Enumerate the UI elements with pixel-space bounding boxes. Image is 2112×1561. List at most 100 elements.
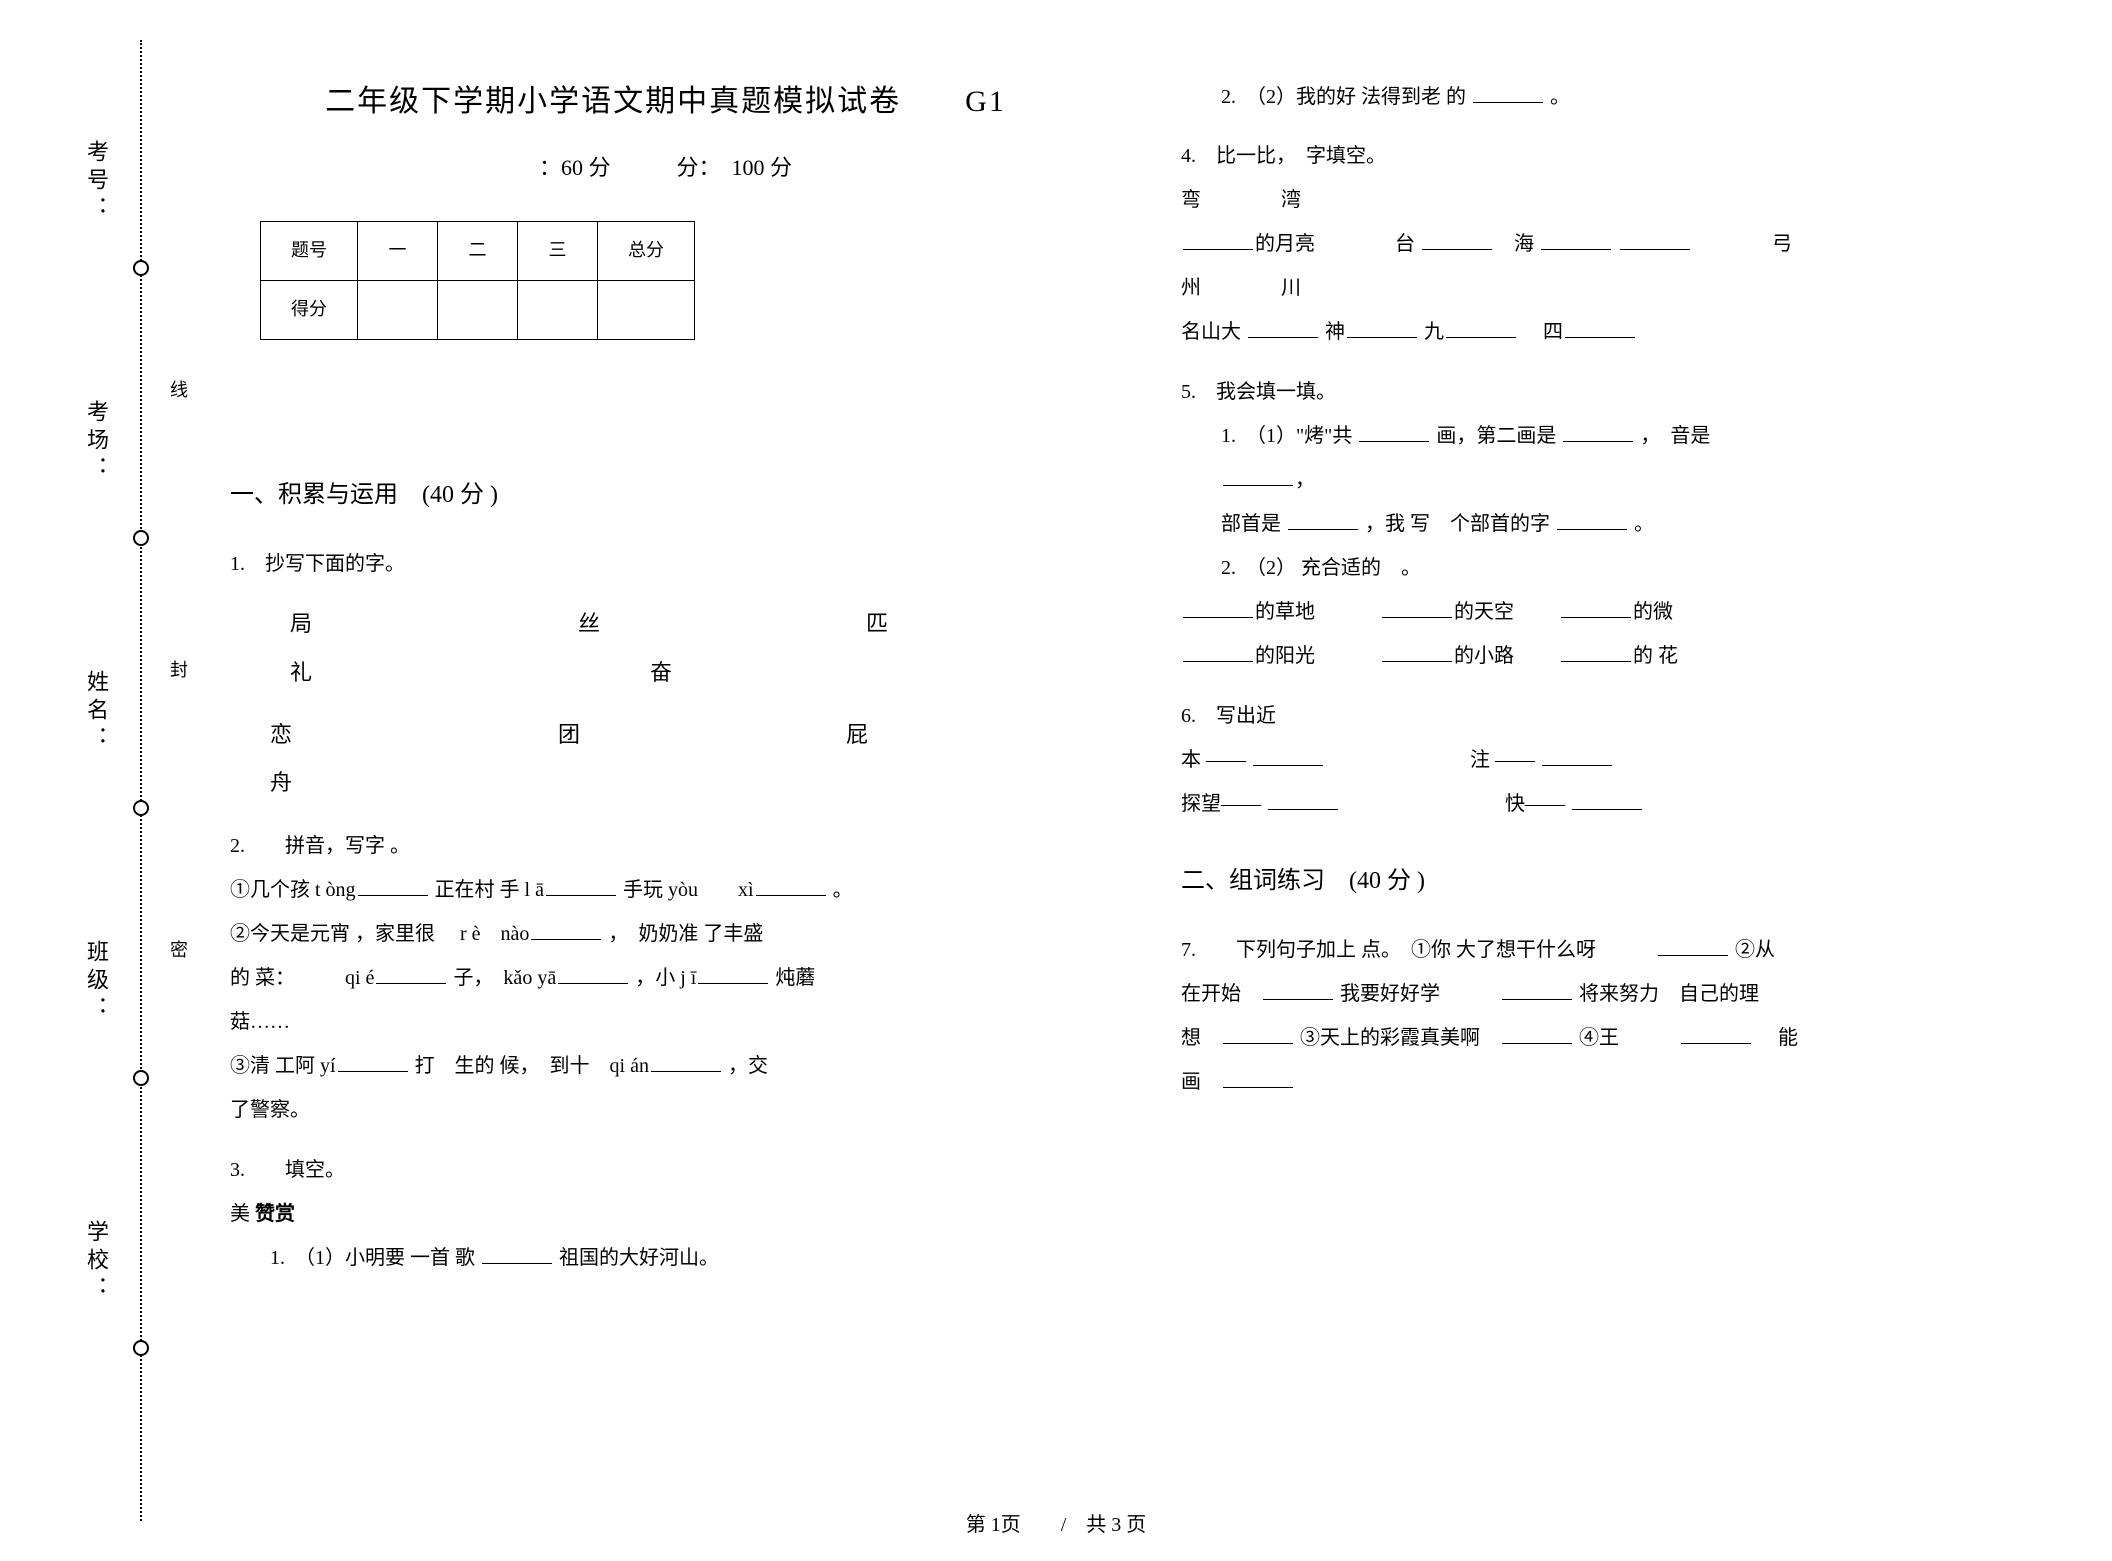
fill-blank [1565,318,1635,338]
score-cell [438,280,518,339]
fill-blank [651,1052,721,1072]
question-5-grid: 的草地 的天空 的微 的阳光 的小路 的 花 [1181,590,2052,678]
question-2: 2. 拼音，写字 。 ①几个孩 t òng 正在村 手 l ā 手玩 yòu x… [230,824,1101,1132]
fill-blank [1347,318,1417,338]
score-cell [598,280,695,339]
question-2-text: 2. 拼音，写字 。 [230,824,1101,868]
left-column: 二年级下学期小学语文期中真题模拟试卷 G1 ：60 分 分： 100 分 题号 … [230,70,1101,1501]
score-table: 题号 一 二 三 总分 得分 [260,221,695,340]
section-2-heading: 二、组词练习 (40 分 ) [1181,856,2052,906]
fill-blank [1223,1024,1293,1044]
question-2-line: 的 菜： qi é 子， kǎo yā ，小 j ī 炖蘑 [230,956,1101,1000]
fill-blank [531,920,601,940]
fill-blank [1183,598,1253,618]
question-1: 1. 抄写下面的字。 局 丝 匹 礼 奋 恋 团 屁 舟 [230,542,1101,808]
page-number: 第 1页 / 共 3 页 [966,1508,1147,1537]
question-3: 3. 填空。 美 美 赞赏赞赏 1. （1）小明要 一首 歌 祖国的大好河山。 [230,1148,1101,1280]
binding-circle [133,260,149,276]
question-1-chars-1: 局 丝 匹 礼 奋 [290,600,1101,697]
fill-blank [1223,1068,1293,1088]
binding-circle [133,1070,149,1086]
fill-blank [1502,1024,1572,1044]
fill-blank [1658,936,1728,956]
question-7-line: 在开始 我要好好学 将来努力 自己的理 [1181,972,2052,1016]
binding-circle [133,530,149,546]
exam-title: 二年级下学期小学语文期中真题模拟试卷 G1 [230,70,1101,133]
fill-blank [1382,642,1452,662]
fill-blank [1502,980,1572,1000]
score-header: 二 [438,222,518,281]
question-5-text: 5. 我会填一填。 [1181,370,2052,414]
question-4: 4. 比一比， 字填空。 弯 湾 的月亮 台 海 弓 州 川 名山大 神 九 四 [1181,134,2052,354]
binding-label-school: 学校： [80,1220,112,1304]
fill-blank [1572,790,1642,810]
question-2-line: ①几个孩 t òng 正在村 手 l ā 手玩 yòu xì 。 [230,868,1101,912]
question-2-line: 了警察。 [230,1088,1101,1132]
question-1-chars-2: 恋 团 屁 舟 [270,711,1101,808]
question-2-line: 菇…… [230,1000,1101,1044]
page-content: 二年级下学期小学语文期中真题模拟试卷 G1 ：60 分 分： 100 分 题号 … [230,70,2052,1501]
score-cell [518,280,598,339]
binding-mark-xian: 线 [165,380,191,406]
fill-blank [1223,466,1293,486]
fill-blank [1542,746,1612,766]
fill-blank [1253,746,1323,766]
fill-blank [756,876,826,896]
fill-blank [1557,510,1627,530]
question-5-item-1b: ， 部首是 ，我 写 个部首的字 。 [1221,458,2052,546]
binding-label-class: 班级： [80,940,112,1024]
question-2-line: ②今天是元宵 ，家里很 r è nào ， 奶奶准 了丰盛 [230,912,1101,956]
question-7-line: 想 ③天上的彩霞真美啊 ④王 能 [1181,1016,2052,1060]
question-4-line: 的月亮 台 海 弓 [1181,222,2052,266]
fill-blank [558,964,628,984]
fill-blank [1183,642,1253,662]
question-1-text: 1. 抄写下面的字。 [230,542,1101,586]
section-1-heading: 一、积累与运用 (40 分 ) [230,470,1101,520]
binding-mark-feng: 封 [165,660,191,686]
fill-blank [1382,598,1452,618]
fill-blank [1620,230,1690,250]
fill-blank [1561,642,1631,662]
fill-blank [1359,422,1429,442]
question-5: 5. 我会填一填。 1. （1）"烤"共 画，第二画是 ， 音是 ， 部首是 ，… [1181,370,2052,678]
score-cell [358,280,438,339]
fill-blank [698,964,768,984]
fill-blank [1263,980,1333,1000]
question-4-line: 弯 湾 [1181,178,2052,222]
question-5-item-2: 2. （2） 充合适的 。 [1221,546,2052,590]
question-3-item-1: 1. （1）小明要 一首 歌 祖国的大好河山。 [270,1236,1101,1280]
question-4-text: 4. 比一比， 字填空。 [1181,134,2052,178]
question-6: 6. 写出近 本 —— 注 —— 探望—— 快—— [1181,694,2052,826]
fill-blank [1473,83,1543,103]
fill-blank [1422,230,1492,250]
fill-blank [1446,318,1516,338]
score-header: 一 [358,222,438,281]
fill-blank [1561,598,1631,618]
question-5-item-1: 1. （1）"烤"共 画，第二画是 ， 音是 [1221,414,2052,458]
question-7-line: 画 [1181,1060,2052,1104]
score-header: 总分 [598,222,695,281]
question-4-line: 州 川 [1181,266,2052,310]
binding-margin: 考号： 考场： 姓名： 班级： 学校： 线 封 密 [110,40,200,1521]
fill-blank [546,876,616,896]
binding-label-exam-number: 考号： [80,140,112,224]
fill-blank [1681,1024,1751,1044]
fill-blank [1183,230,1253,250]
right-column: 2. （2）我的好 法得到老 的 。 4. 比一比， 字填空。 弯 湾 的月亮 … [1181,70,2052,1501]
binding-label-room: 考场： [80,400,112,484]
question-6-line: 探望—— 快—— [1181,782,2052,826]
score-row-label: 得分 [261,280,358,339]
fill-blank [1541,230,1611,250]
binding-circle [133,800,149,816]
question-7: 7. 下列句子加上 点。 ①你 大了想干什么呀 ②从 在开始 我要好好学 将来努… [1181,928,2052,1104]
question-6-text: 6. 写出近 [1181,694,2052,738]
question-6-line: 本 —— 注 —— [1181,738,2052,782]
score-header: 题号 [261,222,358,281]
fill-blank [482,1244,552,1264]
fill-blank [338,1052,408,1072]
time-score-line: ：60 分 分： 100 分 [230,145,1101,191]
fill-blank [376,964,446,984]
fill-blank [1563,422,1633,442]
score-header: 三 [518,222,598,281]
question-3-item-2: 2. （2）我的好 法得到老 的 。 [1221,76,2052,118]
